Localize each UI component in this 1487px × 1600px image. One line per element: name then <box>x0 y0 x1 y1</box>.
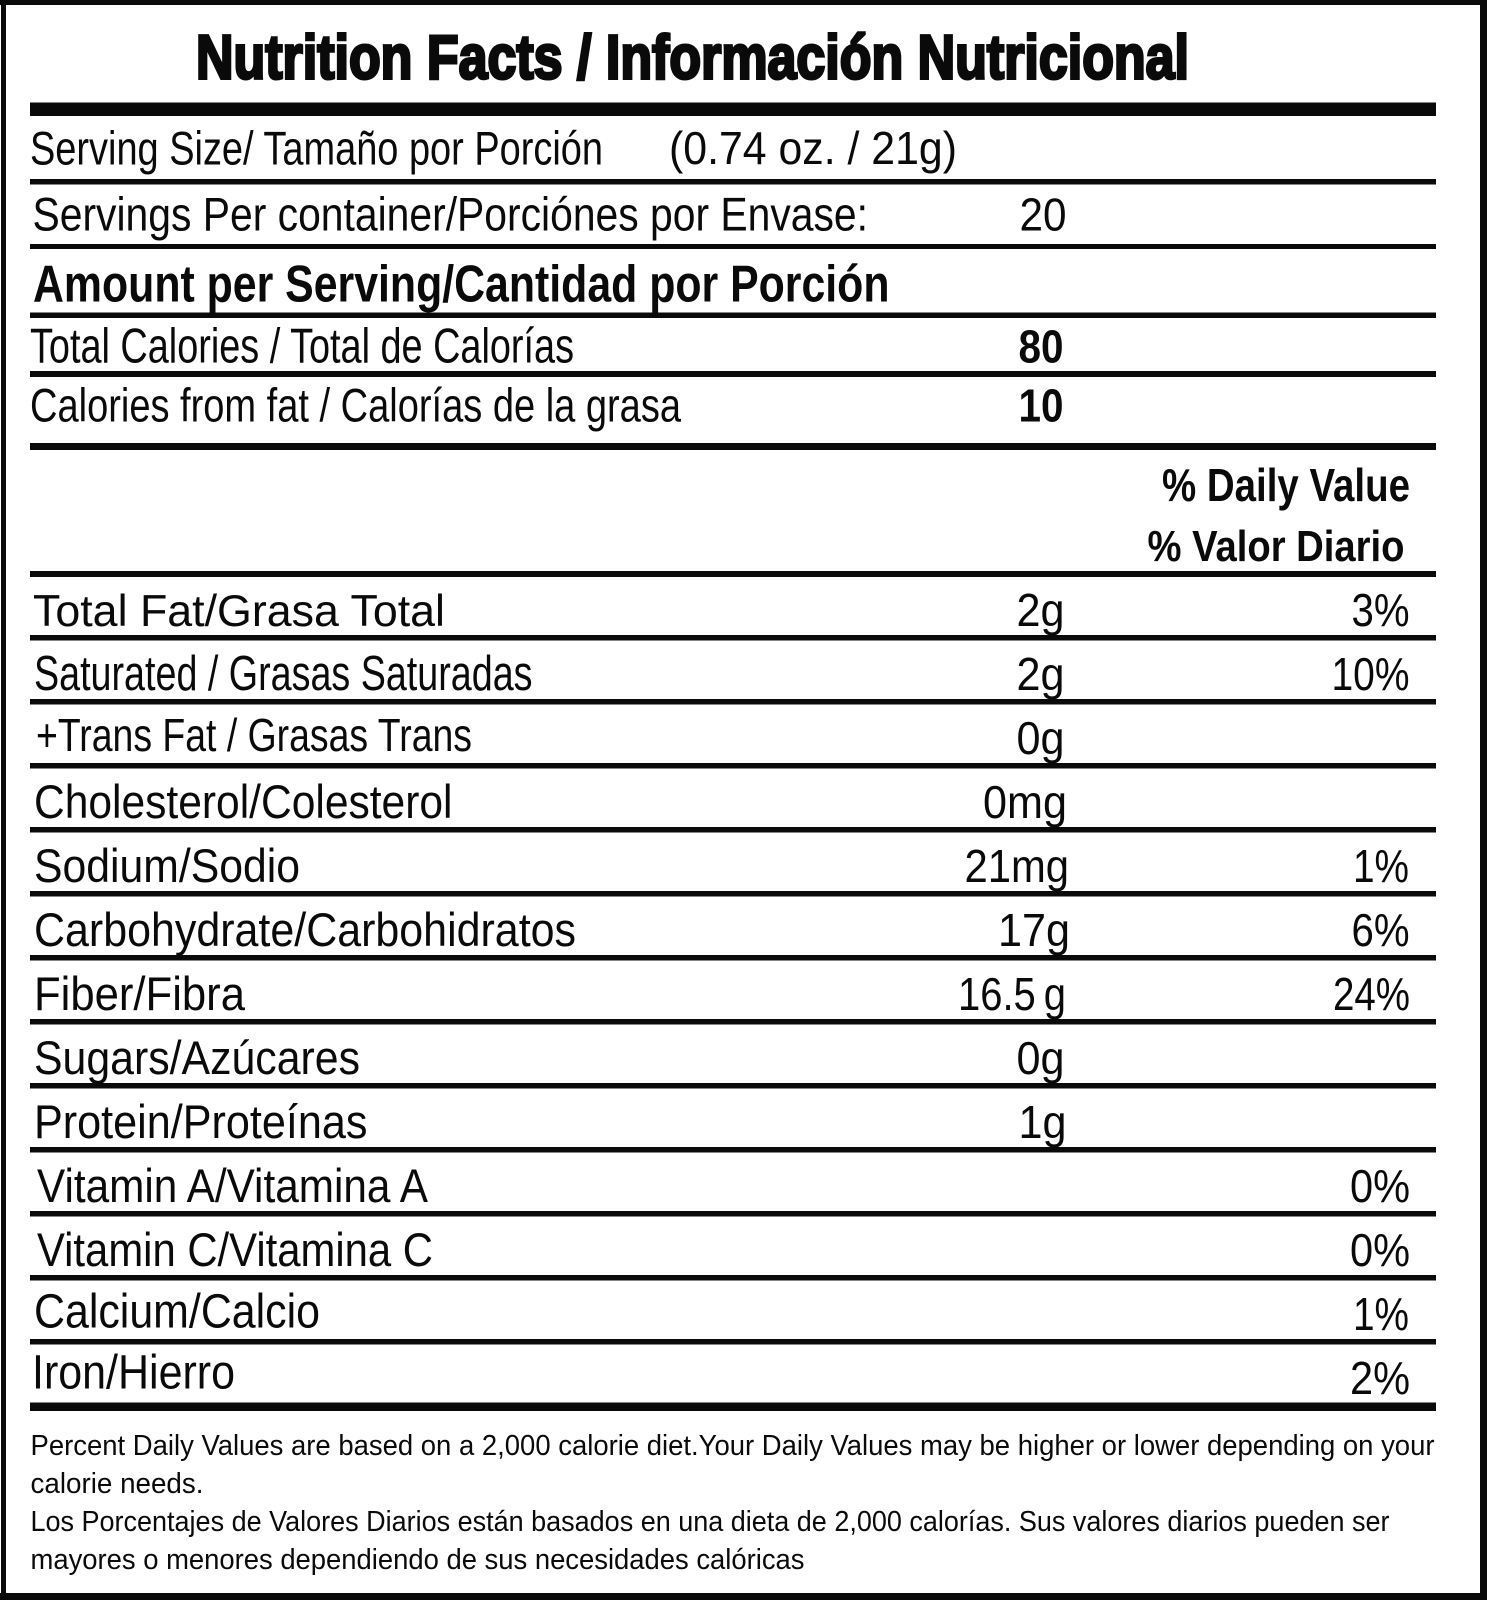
svg-text:+Trans Fat / Grasas Trans: +Trans Fat / Grasas Trans <box>36 709 472 761</box>
svg-text:1g: 1g <box>1019 1096 1067 1148</box>
svg-text:mayores o menores dependiendo: mayores o menores dependiendo de sus nec… <box>31 1544 805 1576</box>
svg-text:Amount per Serving/Cantidad po: Amount per Serving/Cantidad por Porción <box>33 256 890 314</box>
svg-text:0g: 0g <box>1017 1032 1065 1084</box>
svg-text:Sodium/Sodio: Sodium/Sodio <box>34 839 300 892</box>
svg-text:Los Porcentajes de Valores Dia: Los Porcentajes de Valores Diarios están… <box>31 1506 1390 1538</box>
svg-text:Protein/Proteínas: Protein/Proteínas <box>34 1095 368 1148</box>
svg-text:10%: 10% <box>1332 648 1410 700</box>
svg-text:Saturated / Grasas Saturadas: Saturated / Grasas Saturadas <box>34 646 533 701</box>
svg-text:Servings Per container/Porción: Servings Per container/Porciónes por Env… <box>33 189 869 242</box>
svg-text:Vitamin A/Vitamina A: Vitamin A/Vitamina A <box>37 1159 429 1212</box>
svg-text:Vitamin C/Vitamina C: Vitamin C/Vitamina C <box>37 1223 433 1276</box>
svg-text:6%: 6% <box>1352 904 1410 956</box>
svg-text:Cholesterol/Colesterol: Cholesterol/Colesterol <box>34 775 453 828</box>
svg-text:Total Fat/Grasa Total: Total Fat/Grasa Total <box>33 587 445 636</box>
svg-text:Iron/Hierro: Iron/Hierro <box>32 1347 235 1400</box>
svg-text:Sugars/Azúcares: Sugars/Azúcares <box>34 1031 360 1084</box>
svg-text:21mg: 21mg <box>965 840 1070 892</box>
svg-text:Serving Size/ Tamaño por Porci: Serving Size/ Tamaño por Porción <box>30 123 603 176</box>
svg-text:calorie needs.: calorie needs. <box>31 1468 204 1500</box>
svg-text:(0.74 oz. / 21g): (0.74 oz. / 21g) <box>669 122 957 174</box>
svg-text:20: 20 <box>1020 189 1067 241</box>
svg-text:Percent Daily Values are based: Percent Daily Values are based on a 2,00… <box>31 1430 1435 1462</box>
svg-text:Calories from fat / Calorías d: Calories from fat / Calorías de la grasa <box>30 380 681 433</box>
svg-text:Total Calories / Total de Calo: Total Calories / Total de Calorías <box>30 320 574 374</box>
svg-text:2g: 2g <box>1017 584 1065 636</box>
svg-text:2%: 2% <box>1350 1352 1410 1404</box>
svg-text:24%: 24% <box>1333 968 1410 1020</box>
svg-text:1%: 1% <box>1353 1288 1409 1340</box>
svg-text:80: 80 <box>1019 321 1064 373</box>
svg-text:Calcium/Calcio: Calcium/Calcio <box>34 1286 320 1339</box>
svg-text:1%: 1% <box>1353 840 1409 892</box>
svg-text:Carbohydrate/Carbohidratos: Carbohydrate/Carbohidratos <box>34 903 576 956</box>
svg-text:0g: 0g <box>1017 712 1065 764</box>
svg-text:% Daily Value: % Daily Value <box>1162 459 1410 511</box>
svg-text:17g: 17g <box>998 904 1070 956</box>
svg-text:Fiber/Fibra: Fiber/Fibra <box>34 967 246 1020</box>
svg-text:% Valor Diario: % Valor Diario <box>1148 522 1405 571</box>
svg-text:0%: 0% <box>1350 1160 1410 1212</box>
svg-text:0%: 0% <box>1350 1224 1410 1276</box>
svg-text:0mg: 0mg <box>983 776 1067 828</box>
svg-text:2g: 2g <box>1017 648 1065 700</box>
svg-text:3%: 3% <box>1352 584 1410 636</box>
svg-text:16.5 g: 16.5 g <box>958 968 1066 1020</box>
svg-text:Nutrition Facts / Información: Nutrition Facts / Información Nutriciona… <box>196 24 1189 93</box>
svg-text:10: 10 <box>1019 380 1064 432</box>
